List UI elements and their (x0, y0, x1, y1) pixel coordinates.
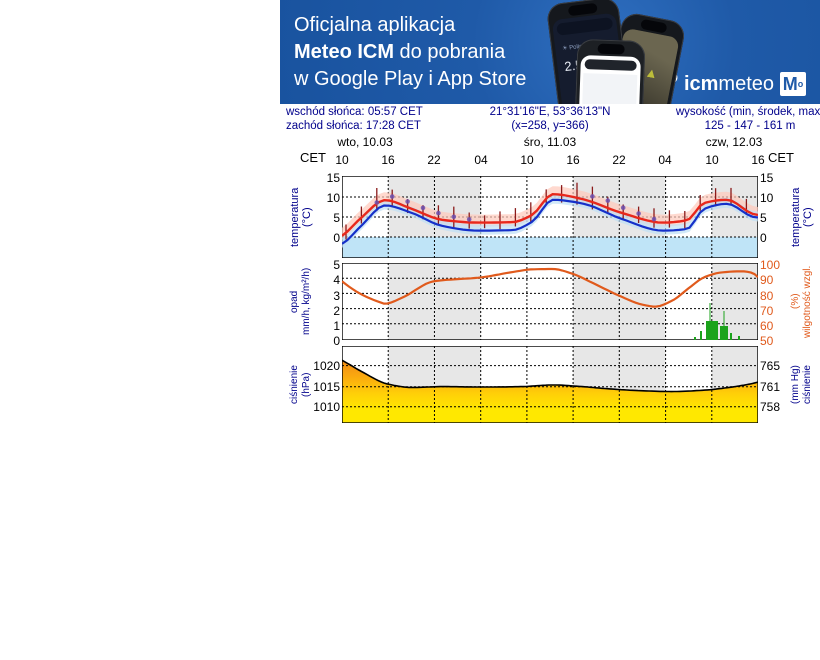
svg-text:10: 10 (705, 153, 719, 167)
svg-text:16: 16 (381, 153, 395, 167)
svg-text:czw, 12.03: czw, 12.03 (706, 135, 763, 149)
svg-text:wto, 10.03: wto, 10.03 (336, 135, 393, 149)
svg-text:04: 04 (474, 153, 488, 167)
svg-text:16: 16 (751, 153, 765, 167)
svg-text:10: 10 (335, 153, 349, 167)
svg-text:22: 22 (427, 153, 441, 167)
svg-text:04: 04 (658, 153, 672, 167)
svg-text:10: 10 (520, 153, 534, 167)
svg-text:śro, 11.03: śro, 11.03 (524, 135, 577, 149)
svg-text:22: 22 (612, 153, 626, 167)
svg-text:16: 16 (566, 153, 580, 167)
